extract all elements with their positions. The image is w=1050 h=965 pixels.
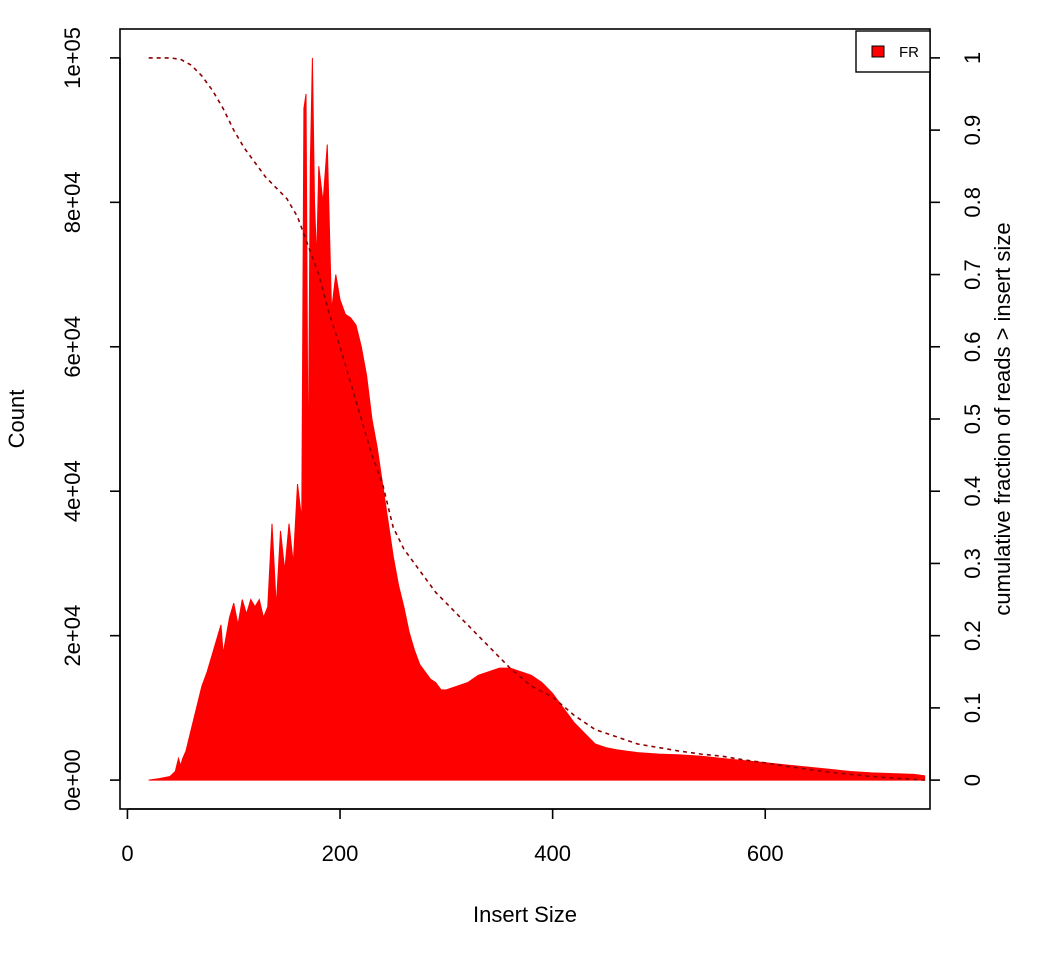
y2-tick-label: 0.1 xyxy=(960,693,985,724)
legend-label-fr: FR xyxy=(899,44,919,61)
legend: FR xyxy=(855,30,931,73)
y2-tick-label: 0.9 xyxy=(960,115,985,146)
legend-swatch-fr xyxy=(871,45,885,58)
y-tick-label: 1e+05 xyxy=(60,27,85,89)
cumulative-line-layer xyxy=(148,57,925,781)
legend-box xyxy=(855,30,931,73)
y2-tick-label: 0.4 xyxy=(960,476,985,507)
y-axis: 0e+00 2e+04 4e+04 6e+04 8e+04 1e+05 xyxy=(60,27,121,811)
y2-tick-label: 0.7 xyxy=(960,259,985,290)
cumulative-fraction-line xyxy=(148,57,925,781)
y-tick-label: 2e+04 xyxy=(60,605,85,667)
x-tick-label: 0 xyxy=(121,841,133,866)
y2-tick-label: 0.3 xyxy=(960,548,985,579)
y-tick-label: 6e+04 xyxy=(60,316,85,378)
histogram-series-fr xyxy=(148,57,926,781)
y-axis-title: Count xyxy=(4,390,29,449)
x-tick-label: 400 xyxy=(534,841,571,866)
x-axis-title: Insert Size xyxy=(473,902,577,927)
y-tick-label: 8e+04 xyxy=(60,171,85,233)
y2-tick-label: 1 xyxy=(960,52,985,64)
histogram-layer xyxy=(148,57,926,781)
y2-tick-label: 0.8 xyxy=(960,187,985,218)
y2-tick-label: 0.2 xyxy=(960,620,985,651)
y-tick-label: 4e+04 xyxy=(60,460,85,522)
x-tick-label: 200 xyxy=(322,841,359,866)
x-tick-label: 600 xyxy=(747,841,784,866)
y2-axis-title: cumulative fraction of reads > insert si… xyxy=(990,222,1015,615)
y2-axis: 0 0.1 0.2 0.3 0.4 0.5 0.6 0.7 0.8 0.9 1 xyxy=(929,52,985,786)
x-axis: 0 200 400 600 xyxy=(121,808,784,866)
y2-tick-label: 0.6 xyxy=(960,331,985,362)
y2-tick-label: 0 xyxy=(960,774,985,786)
y-tick-label: 0e+00 xyxy=(60,749,85,811)
y2-tick-label: 0.5 xyxy=(960,404,985,435)
